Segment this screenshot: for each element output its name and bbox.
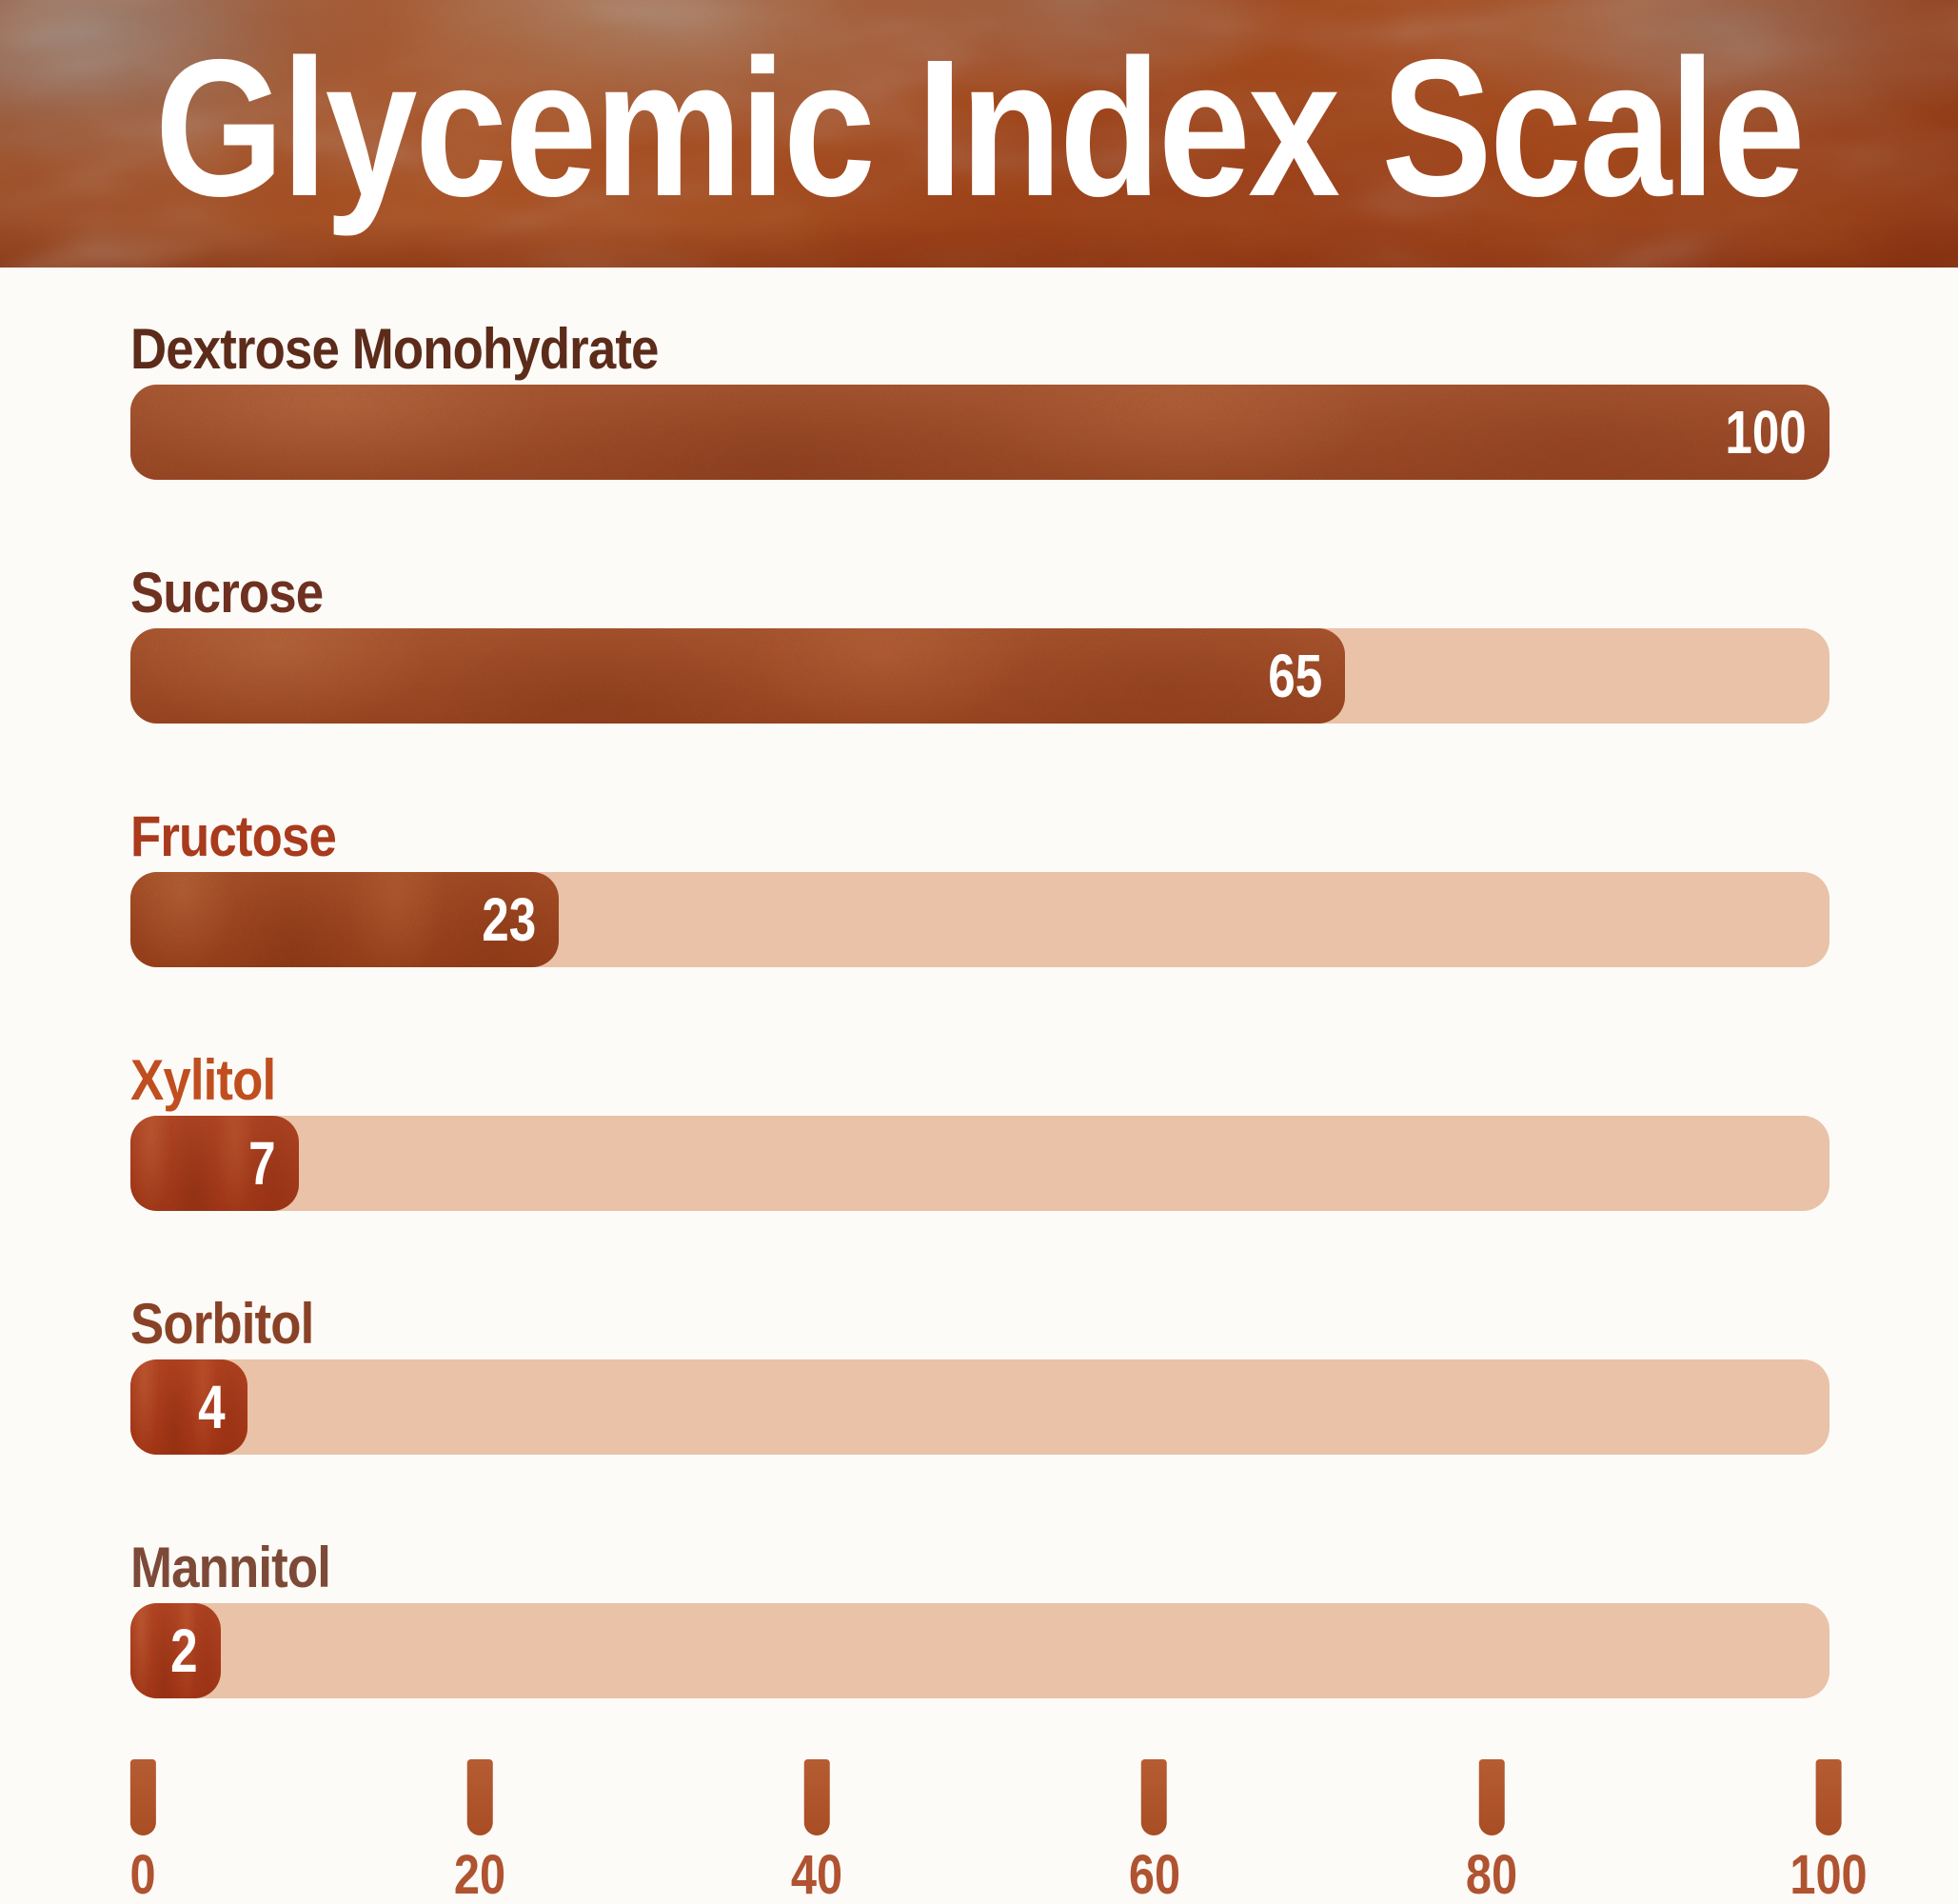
- axis-tick-mark: [1478, 1759, 1505, 1835]
- bar-track: 2: [130, 1603, 1829, 1698]
- bar-value-label: 23: [481, 885, 536, 954]
- bar-row: Dextrose Monohydrate 100: [130, 320, 1829, 480]
- axis-tick-label: 100: [1790, 1844, 1868, 1904]
- bar-fill: 100: [130, 385, 1829, 480]
- bar-texture: [130, 628, 1346, 724]
- axis-tick: 0: [128, 1759, 158, 1904]
- bar-label: Mannitol: [130, 1536, 331, 1599]
- bar-label: Dextrose Monohydrate: [130, 317, 659, 381]
- axis-tick-mark: [1815, 1759, 1842, 1835]
- bar-label: Sorbitol: [130, 1292, 314, 1356]
- bar-fill: 2: [130, 1603, 221, 1698]
- axis-tick: 80: [1461, 1759, 1523, 1904]
- bar-value-label: 100: [1725, 398, 1807, 466]
- bar-texture: [130, 385, 1829, 480]
- bar-row: Fructose 23: [130, 807, 1829, 967]
- bar-label: Sucrose: [130, 561, 324, 625]
- bar-row: Xylitol 7: [130, 1051, 1829, 1211]
- bar-track: 7: [130, 1116, 1829, 1211]
- bar-value-label: 2: [170, 1616, 198, 1685]
- bar-label: Fructose: [130, 804, 337, 868]
- axis-tick-label: 20: [454, 1844, 506, 1904]
- axis-tick-mark: [466, 1759, 493, 1835]
- axis-tick-label: 60: [1128, 1844, 1180, 1904]
- axis-tick: 40: [786, 1759, 848, 1904]
- x-axis: 0 20 40 60 80 100: [129, 1759, 1868, 1904]
- bar-fill: 7: [130, 1116, 299, 1211]
- axis-tick-mark: [803, 1759, 830, 1835]
- bar-track: 23: [130, 872, 1829, 967]
- bar-track: 65: [130, 628, 1829, 724]
- axis-tick: 20: [449, 1759, 511, 1904]
- axis-tick-label: 40: [791, 1844, 843, 1904]
- bar-value-label: 4: [197, 1373, 226, 1441]
- axis-tick-mark: [129, 1759, 156, 1835]
- bar-row: Sucrose 65: [130, 564, 1829, 724]
- bar-fill: 4: [130, 1359, 248, 1455]
- axis-tick-label: 80: [1465, 1844, 1517, 1904]
- bar-value-label: 7: [248, 1129, 276, 1198]
- bar-track: 100: [130, 385, 1829, 480]
- bar-fill: 65: [130, 628, 1346, 724]
- header-banner: Glycemic Index Scale: [0, 0, 1958, 268]
- axis-tick: 100: [1783, 1759, 1875, 1904]
- axis-tick-label: 0: [129, 1844, 156, 1904]
- bar-row: Mannitol 2: [130, 1538, 1829, 1698]
- bar-row: Sorbitol 4: [130, 1295, 1829, 1455]
- bar-chart: Dextrose Monohydrate 100 Sucrose 65 Fruc…: [130, 320, 1829, 1782]
- axis-tick: 60: [1123, 1759, 1185, 1904]
- page-title: Glycemic Index Scale: [154, 19, 1806, 237]
- bar-fill: 23: [130, 872, 559, 967]
- bar-label: Xylitol: [130, 1048, 276, 1112]
- axis-tick-mark: [1141, 1759, 1168, 1835]
- bar-track: 4: [130, 1359, 1829, 1455]
- bar-value-label: 65: [1268, 642, 1323, 710]
